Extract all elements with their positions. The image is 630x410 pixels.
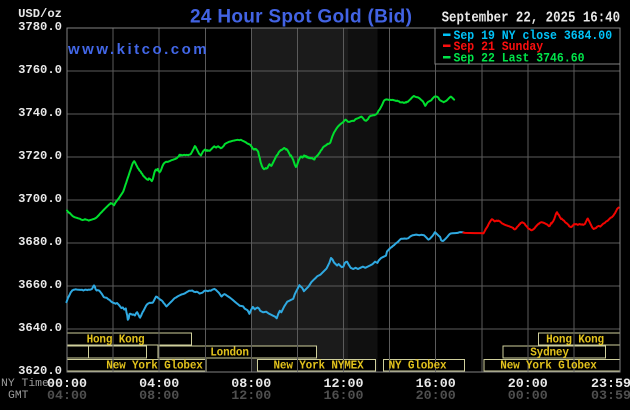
svg-text:3780.0: 3780.0 bbox=[18, 20, 62, 34]
svg-text:GMT: GMT bbox=[8, 390, 29, 402]
svg-text:3760.0: 3760.0 bbox=[18, 63, 62, 77]
svg-text:20:00: 20:00 bbox=[416, 389, 456, 404]
svg-text:04:00: 04:00 bbox=[139, 377, 179, 392]
svg-text:24 Hour Spot Gold (Bid): 24 Hour Spot Gold (Bid) bbox=[190, 7, 412, 28]
svg-text:Hong Kong: Hong Kong bbox=[546, 332, 604, 347]
svg-text:3640.0: 3640.0 bbox=[18, 321, 62, 335]
svg-text:3700.0: 3700.0 bbox=[18, 192, 62, 206]
svg-text:3680.0: 3680.0 bbox=[18, 235, 62, 249]
svg-text:NY Globex: NY Globex bbox=[389, 358, 447, 373]
svg-text:Sep 19 NY close 3684.00: Sep 19 NY close 3684.00 bbox=[454, 29, 613, 44]
svg-text:00:00: 00:00 bbox=[508, 389, 548, 404]
svg-text:New York Globex: New York Globex bbox=[106, 358, 203, 373]
svg-text:Hong Kong: Hong Kong bbox=[87, 332, 145, 347]
svg-text:3720.0: 3720.0 bbox=[18, 149, 62, 163]
svg-text:3620.0: 3620.0 bbox=[18, 364, 62, 378]
svg-text:03:59: 03:59 bbox=[591, 389, 630, 404]
svg-text:New York NYMEX: New York NYMEX bbox=[273, 358, 363, 373]
svg-text:08:00: 08:00 bbox=[139, 389, 179, 404]
svg-text:September 22, 2025 16:40: September 22, 2025 16:40 bbox=[442, 11, 620, 27]
svg-text:04:00: 04:00 bbox=[47, 389, 87, 404]
svg-text:08:00: 08:00 bbox=[231, 377, 271, 392]
svg-text:Sep 22 Last 3746.60: Sep 22 Last 3746.60 bbox=[454, 51, 585, 66]
svg-text:20:00: 20:00 bbox=[508, 377, 548, 392]
svg-text:London: London bbox=[210, 345, 249, 360]
svg-text:3660.0: 3660.0 bbox=[18, 278, 62, 292]
svg-text:NY Time: NY Time bbox=[1, 378, 49, 390]
svg-text:New York Globex: New York Globex bbox=[500, 358, 597, 373]
svg-text:23:59: 23:59 bbox=[591, 377, 630, 392]
svg-text:Sep 21 Sunday: Sep 21 Sunday bbox=[454, 39, 544, 54]
svg-text:USD/oz: USD/oz bbox=[18, 7, 62, 21]
svg-text:16:00: 16:00 bbox=[323, 389, 363, 404]
svg-text:16:00: 16:00 bbox=[416, 377, 456, 392]
svg-text:www.kitco.com: www.kitco.com bbox=[67, 41, 209, 58]
svg-text:12:00: 12:00 bbox=[231, 389, 271, 404]
svg-text:Sydney: Sydney bbox=[530, 345, 569, 360]
svg-text:00:00: 00:00 bbox=[47, 377, 87, 392]
svg-text:12:00: 12:00 bbox=[323, 377, 363, 392]
svg-text:3740.0: 3740.0 bbox=[18, 106, 62, 120]
